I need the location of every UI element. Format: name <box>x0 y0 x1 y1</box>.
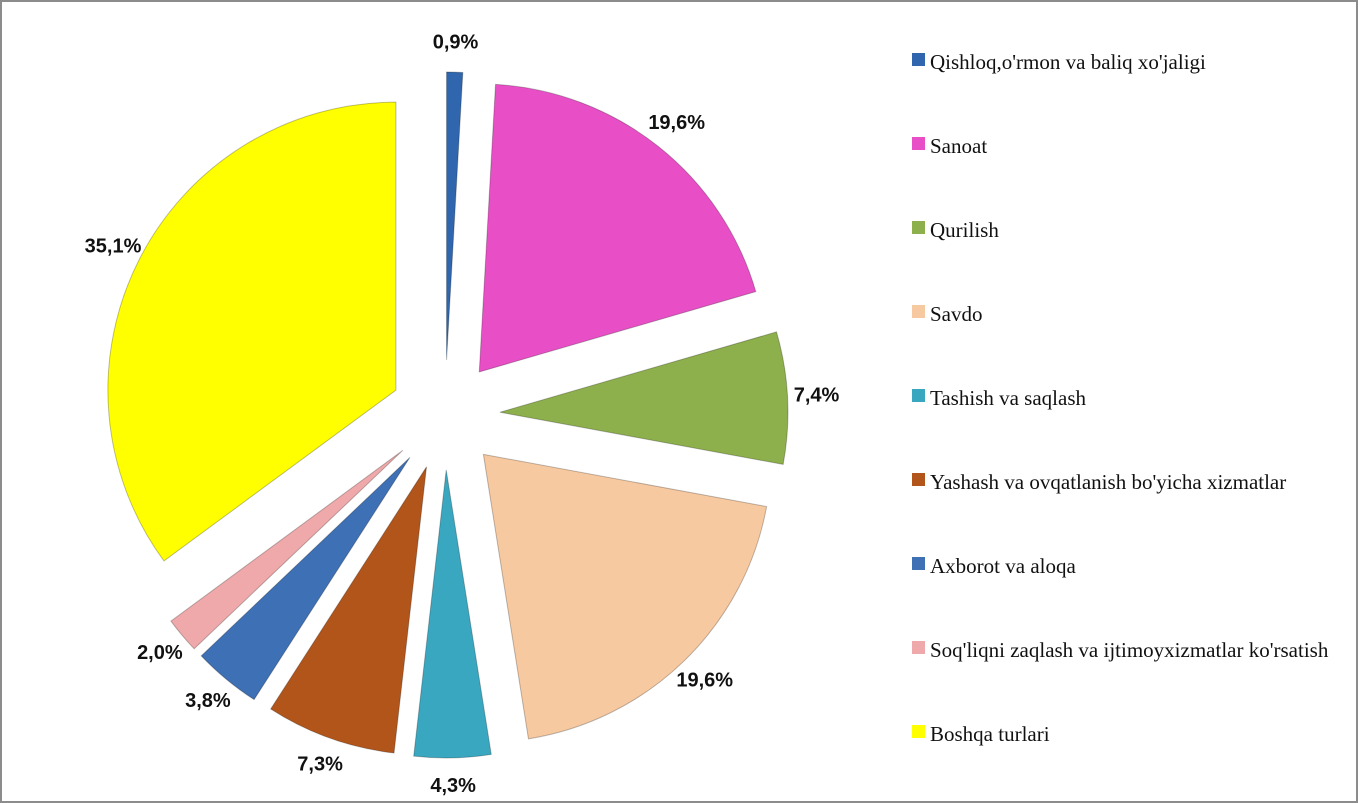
legend-item: Boshqa turlari <box>912 719 1330 749</box>
legend-label: Qurilish <box>930 218 999 242</box>
legend-item: Qishloq,o'rmon va baliq xo'jaligi <box>912 47 1330 77</box>
legend-label: Yashash va ovqatlanish bo'yicha xizmatla… <box>930 470 1287 494</box>
pie-slice <box>482 453 768 740</box>
pie-slice <box>499 331 789 466</box>
legend-item: Sanoat <box>912 131 1330 161</box>
data-label: 3,8% <box>185 690 231 712</box>
legend-item: Soq'liqni zaqlash va ijtimoyxizmatlar ko… <box>912 635 1330 665</box>
data-label: 7,3% <box>297 754 343 776</box>
legend-label: Boshqa turlari <box>930 722 1050 746</box>
legend-swatch <box>912 221 925 234</box>
legend-label: Soq'liqni zaqlash va ijtimoyxizmatlar ko… <box>930 638 1329 662</box>
legend-swatch <box>912 137 925 150</box>
pie-slice <box>200 457 411 701</box>
legend-swatch <box>912 53 925 66</box>
data-label: 7,4% <box>794 385 840 407</box>
legend-swatch <box>912 725 925 738</box>
pie-slice <box>446 71 464 361</box>
legend-item: Axborot va aloqa <box>912 551 1330 581</box>
legend-label: Qishloq,o'rmon va baliq xo'jaligi <box>930 50 1206 74</box>
pie-slice <box>170 449 404 650</box>
data-label: 35,1% <box>85 235 142 257</box>
legend-label: Tashish va saqlash <box>930 386 1087 410</box>
pie-chart: 0,9% 19,6% 7,4% 19,6% 4,3% 7,3% 3,8% 2,0% 35,1% <box>85 31 840 797</box>
pie-slice <box>413 469 492 759</box>
legend-swatch <box>912 389 925 402</box>
legend-swatch <box>912 473 925 486</box>
legend-item: Yashash va ovqatlanish bo'yicha xizmatla… <box>912 467 1330 497</box>
data-label: 4,3% <box>430 775 476 797</box>
pie-slice <box>478 83 757 373</box>
legend-item: Savdo <box>912 299 1330 329</box>
data-label: 0,9% <box>433 31 479 53</box>
legend-label: Sanoat <box>930 134 988 158</box>
legend-swatch <box>912 305 925 318</box>
data-label: 19,6% <box>648 112 705 134</box>
legend-swatch <box>912 641 925 654</box>
legend-item: Qurilish <box>912 215 1330 245</box>
data-label: 2,0% <box>137 642 183 664</box>
legend-swatch <box>912 557 925 570</box>
data-label: 19,6% <box>676 670 733 692</box>
pie-slice <box>107 101 397 562</box>
legend-label: Savdo <box>930 302 983 326</box>
pie-slice <box>269 466 428 754</box>
legend-label: Axborot va aloqa <box>930 554 1076 578</box>
legend-item: Tashish va saqlash <box>912 383 1330 413</box>
